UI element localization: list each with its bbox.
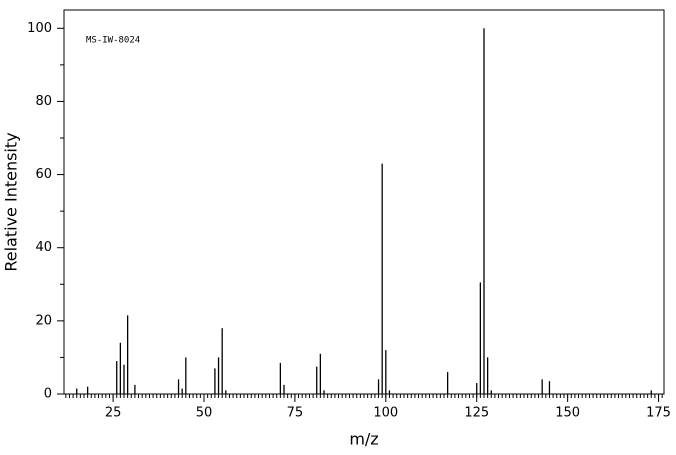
- x-tick-label: 175: [646, 406, 671, 421]
- y-axis-label: Relative Intensity: [2, 132, 21, 271]
- x-tick-label: 150: [555, 406, 580, 421]
- x-tick-label: 125: [464, 406, 489, 421]
- annotation: MS-IW-8024: [86, 36, 140, 46]
- y-tick-label: 0: [44, 387, 52, 402]
- x-tick-label: 25: [105, 406, 122, 421]
- x-tick-label: 100: [373, 406, 398, 421]
- y-tick-label: 40: [35, 240, 52, 255]
- plot-frame: [63, 9, 665, 395]
- y-tick-label: 100: [27, 21, 52, 36]
- x-axis-label: m/z: [349, 430, 378, 449]
- y-tick-label: 60: [35, 167, 52, 182]
- x-tick-label: 75: [287, 406, 304, 421]
- y-tick-label: 80: [35, 94, 52, 109]
- y-tick-label: 20: [35, 313, 52, 328]
- x-tick-label: 50: [196, 406, 213, 421]
